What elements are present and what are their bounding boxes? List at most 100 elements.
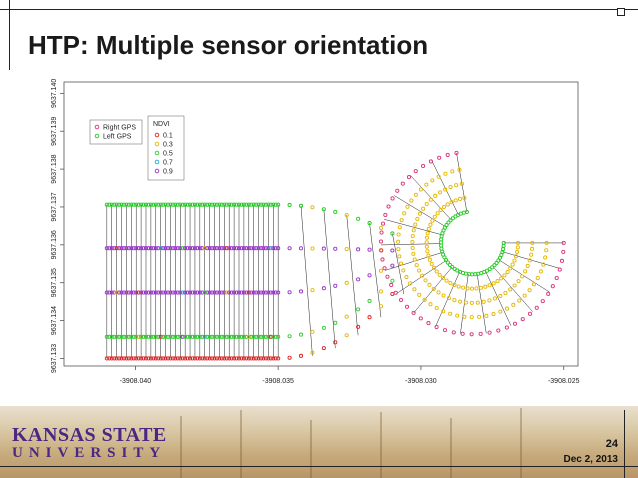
left-gps-row-point bbox=[107, 202, 112, 207]
fan-arc-point bbox=[415, 216, 420, 222]
left-rule bbox=[9, 0, 10, 70]
fan-arc-point bbox=[457, 196, 463, 201]
fan-arc-point bbox=[474, 286, 479, 291]
fan-arc-point bbox=[422, 297, 427, 302]
radial-line bbox=[385, 252, 443, 271]
logo-university: UNIVERSITY bbox=[12, 445, 167, 461]
fan-arc-point bbox=[454, 183, 459, 188]
left-gps-row-point bbox=[148, 202, 153, 207]
row-4-point bbox=[112, 334, 117, 339]
fan-arc-point bbox=[450, 169, 455, 174]
right-gps-row-point bbox=[185, 356, 190, 361]
right-gps-row-point bbox=[112, 356, 117, 361]
right-gps-row-point bbox=[202, 356, 207, 361]
row-2-point bbox=[153, 246, 158, 251]
left-gps-row-point bbox=[173, 202, 178, 207]
fan-arc-point bbox=[478, 285, 484, 290]
row-4-point bbox=[178, 334, 183, 339]
fan-arc-point bbox=[504, 325, 509, 330]
left-gps-row-turn-point bbox=[333, 209, 338, 214]
left-gps-row-turn-point bbox=[367, 221, 372, 226]
fan-arc-point bbox=[475, 300, 480, 305]
fan-arc-point bbox=[512, 283, 517, 288]
row-3-turn-point bbox=[321, 286, 326, 291]
radial-line bbox=[498, 259, 550, 293]
row-4-point bbox=[161, 334, 166, 339]
row-2-point bbox=[205, 246, 210, 251]
fan-arc-point bbox=[554, 276, 559, 281]
row-4-point bbox=[251, 334, 256, 339]
fan-arc-point bbox=[412, 287, 417, 292]
fan-arc-point bbox=[451, 330, 456, 335]
right-gps-row-point bbox=[244, 356, 249, 361]
row-3-point bbox=[266, 290, 271, 295]
right-gps-row-point bbox=[266, 356, 271, 361]
row-3-point bbox=[219, 290, 224, 295]
row-2-point bbox=[207, 246, 212, 251]
fan-arc-point bbox=[546, 291, 551, 296]
row-2-turn-point bbox=[333, 246, 338, 251]
left-gps-row-point bbox=[143, 202, 149, 207]
fan-arc-point bbox=[449, 200, 454, 205]
right-gps-row-point bbox=[183, 356, 188, 361]
right-gps-row-point bbox=[214, 356, 220, 361]
row-2-point bbox=[234, 246, 239, 251]
row-3-point bbox=[104, 290, 109, 295]
left-gps-row-point bbox=[170, 202, 175, 207]
fan-arc-point bbox=[469, 332, 474, 337]
radial-line bbox=[384, 219, 443, 236]
wheat-stalk bbox=[520, 408, 522, 478]
left-gps-row-point bbox=[224, 202, 229, 207]
row-4-point bbox=[236, 334, 242, 339]
fan-arc-point bbox=[460, 285, 466, 290]
row-2-point bbox=[244, 246, 249, 251]
fan-arc-point bbox=[458, 299, 463, 304]
left-gps-row-point bbox=[229, 202, 234, 207]
row-4-point bbox=[131, 334, 136, 339]
row-2-point bbox=[249, 246, 254, 251]
row-4-turn-point bbox=[333, 320, 338, 325]
row-3-turn-point bbox=[310, 288, 315, 293]
row-3-point bbox=[161, 290, 166, 295]
radial-line bbox=[380, 243, 441, 246]
fan-arc-point bbox=[550, 284, 555, 289]
fan-arc-point bbox=[513, 254, 519, 259]
left-gps-row-point bbox=[188, 202, 193, 207]
y-tick-label: 9637.140 bbox=[51, 79, 58, 108]
row-3-turn-point bbox=[378, 268, 384, 273]
fan-arc-point bbox=[494, 260, 499, 265]
right-gps-row-point bbox=[241, 356, 246, 361]
row-3-point bbox=[173, 290, 178, 295]
left-gps-row-point bbox=[175, 202, 180, 207]
fan-arc-point bbox=[459, 181, 464, 186]
fan-arc-point bbox=[383, 212, 388, 218]
row-2-point bbox=[219, 246, 224, 251]
fan-arc-point bbox=[400, 181, 405, 186]
left-gps-row-point bbox=[202, 202, 207, 207]
corner-square bbox=[617, 8, 625, 16]
fan-arc-point bbox=[531, 282, 537, 287]
fan-arc-point bbox=[437, 190, 443, 195]
radial-line bbox=[410, 175, 452, 220]
right-gps-row-point bbox=[256, 356, 261, 361]
row-3-point bbox=[261, 290, 266, 295]
slide-title: HTP: Multiple sensor orientation bbox=[28, 30, 429, 60]
row-2-point bbox=[192, 246, 197, 251]
fan-arc-point bbox=[396, 247, 401, 252]
y-tick-label: 9637.136 bbox=[51, 230, 58, 259]
fan-arc-point bbox=[436, 174, 441, 179]
row-3-turn-point bbox=[287, 290, 292, 295]
fan-arc-point bbox=[410, 245, 415, 250]
left-gps-row-point bbox=[273, 202, 278, 207]
right-gps-row-point bbox=[178, 356, 183, 361]
fan-arc-point bbox=[530, 240, 535, 245]
row-2-point bbox=[268, 246, 273, 251]
row-3-point bbox=[117, 290, 122, 295]
fan-arc-point bbox=[538, 269, 543, 274]
fan-arc-point bbox=[502, 273, 507, 278]
row-3-point bbox=[134, 290, 139, 295]
left-gps-row-point bbox=[258, 202, 264, 207]
row-3-point bbox=[256, 290, 261, 295]
fan-arc-point bbox=[424, 201, 429, 207]
left-gps-row-point bbox=[205, 202, 210, 207]
